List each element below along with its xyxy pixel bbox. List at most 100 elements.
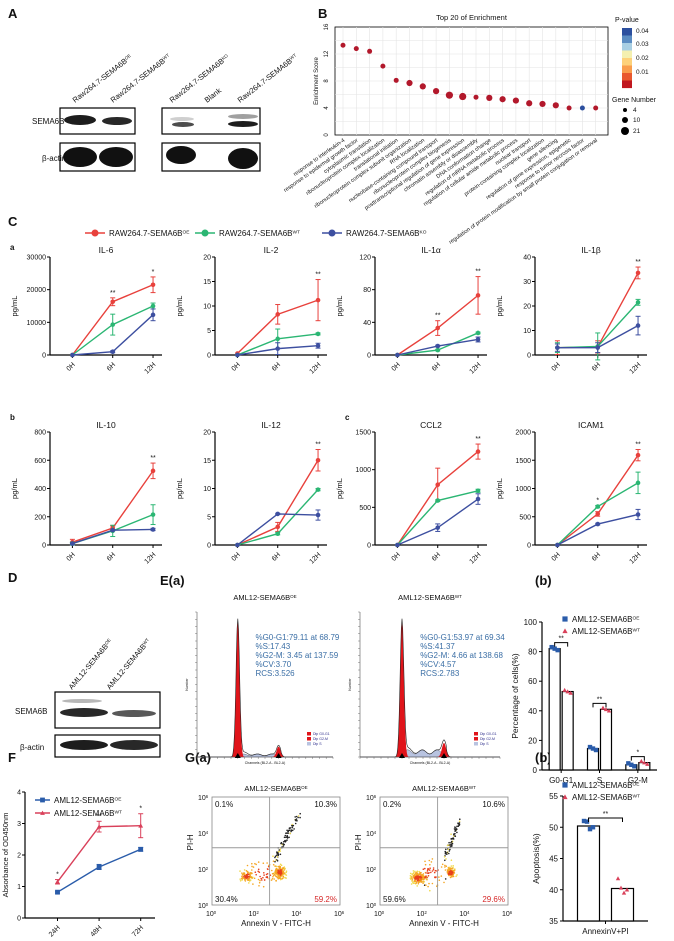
event-dot bbox=[412, 874, 415, 877]
significance-mark: * bbox=[636, 750, 639, 757]
event-dot bbox=[414, 873, 416, 876]
size-legend-label: 21 bbox=[633, 128, 641, 135]
y-tick-label: 20000 bbox=[27, 287, 47, 294]
statistics-line: RCS:2.783 bbox=[420, 669, 460, 678]
event-dot bbox=[452, 835, 455, 837]
bar bbox=[599, 708, 613, 771]
band bbox=[112, 710, 156, 717]
legend-label-superscript: OE bbox=[183, 230, 190, 236]
event-dot bbox=[432, 867, 435, 869]
event-dot bbox=[457, 822, 459, 824]
lane-label-superscript: OE bbox=[104, 638, 112, 646]
event-dot bbox=[262, 885, 265, 888]
series-line bbox=[237, 489, 319, 546]
event-dot bbox=[445, 858, 447, 860]
y-tick-label: 15 bbox=[203, 458, 211, 465]
event-dot bbox=[453, 833, 455, 835]
significance-bracket bbox=[588, 817, 623, 822]
event-dot bbox=[424, 867, 426, 870]
replicate-point bbox=[639, 758, 644, 763]
row-label-sema6b: SEMA6B bbox=[15, 707, 47, 716]
event-dot bbox=[282, 845, 285, 847]
event-dot bbox=[276, 851, 278, 853]
data-point bbox=[635, 323, 641, 328]
event-dot bbox=[281, 871, 284, 873]
event-dot bbox=[291, 823, 294, 826]
event-dot bbox=[279, 853, 282, 856]
event-dot bbox=[246, 876, 248, 878]
x-tick-label-superscript: 0 bbox=[382, 910, 385, 915]
replicate-point bbox=[584, 819, 590, 824]
event-dot bbox=[279, 870, 281, 873]
data-point bbox=[395, 542, 400, 548]
legend-marker bbox=[328, 229, 336, 237]
event-dot bbox=[414, 879, 416, 882]
statistics-line: %G2-M: 4.66 at 138.68 bbox=[420, 651, 503, 660]
replicate-point bbox=[645, 761, 650, 766]
y-tick-label: 200 bbox=[34, 514, 46, 521]
event-dot bbox=[262, 876, 264, 879]
event-dot bbox=[450, 868, 452, 871]
event-dot bbox=[275, 880, 277, 882]
legend-label: AML12-SEMA6BWT bbox=[572, 627, 640, 636]
event-dot bbox=[425, 872, 427, 874]
data-point bbox=[595, 504, 601, 509]
event-dot bbox=[294, 822, 297, 825]
event-dot bbox=[246, 864, 249, 867]
legend-label-superscript: WT bbox=[632, 628, 640, 634]
replicate-point bbox=[629, 762, 634, 768]
event-dot bbox=[274, 873, 276, 876]
panel-label-Cc: c bbox=[345, 413, 350, 422]
event-dot bbox=[438, 876, 440, 878]
x-tick-label: 0H bbox=[551, 361, 562, 372]
legend-label: Dip G0-G1 bbox=[313, 732, 330, 736]
y-tick-label: 1000 bbox=[515, 486, 531, 493]
event-dot bbox=[244, 878, 247, 880]
event-dot bbox=[276, 860, 279, 862]
x-tick-label: 12H bbox=[468, 361, 482, 375]
event-dot bbox=[426, 878, 428, 881]
x-tick-label-main: 10 bbox=[291, 911, 299, 918]
replicate-point bbox=[590, 825, 596, 830]
event-dot bbox=[417, 882, 420, 885]
event-dot bbox=[288, 829, 291, 831]
event-dot bbox=[447, 848, 450, 850]
event-dot bbox=[277, 875, 280, 877]
y-axis-label: Percentage of cells(%) bbox=[510, 653, 520, 739]
event-dot bbox=[299, 816, 301, 819]
event-dot bbox=[449, 876, 452, 879]
x-tick-label: 12H bbox=[143, 551, 157, 565]
lane-label-superscript: OE bbox=[124, 53, 132, 61]
event-dot bbox=[456, 825, 458, 828]
statistics-line: %G0-G1:79.11 at 68.79 bbox=[255, 633, 339, 642]
y-tick-label: 10 bbox=[203, 486, 211, 493]
event-dot bbox=[274, 865, 276, 867]
colorbar-tick: 0.04 bbox=[636, 28, 649, 35]
y-tick-label-main: 10 bbox=[198, 795, 206, 802]
enrichment-point bbox=[393, 77, 399, 83]
y-tick-label: 35 bbox=[549, 917, 558, 926]
event-dot bbox=[424, 860, 426, 863]
x-tick-label: 72H bbox=[131, 924, 145, 938]
band bbox=[99, 147, 133, 167]
x-tick-label: 102 bbox=[249, 910, 260, 918]
y-tick-label-superscript: 2 bbox=[374, 866, 377, 871]
x-tick-label-superscript: 0 bbox=[214, 910, 217, 915]
flow-plot-title: AML12-SEMA6BWT bbox=[412, 784, 476, 793]
x-tick-label: 0H bbox=[391, 551, 402, 562]
legend-marker bbox=[562, 782, 568, 788]
lane-label-main: Raw264.7-SEMA6B bbox=[236, 56, 294, 104]
band bbox=[60, 740, 108, 750]
event-dot bbox=[259, 875, 261, 878]
event-dot bbox=[249, 874, 251, 877]
y-tick-label: 100 bbox=[366, 902, 377, 910]
x-tick-label: 6H bbox=[271, 551, 282, 562]
event-dot bbox=[280, 864, 283, 867]
size-legend-dot bbox=[622, 117, 628, 123]
replicate-point bbox=[606, 708, 612, 713]
series-line bbox=[397, 498, 479, 546]
event-dot bbox=[448, 873, 450, 875]
colorbar-tick: 0.01 bbox=[636, 69, 649, 76]
legend-swatch bbox=[474, 742, 478, 746]
event-dot bbox=[295, 818, 298, 820]
